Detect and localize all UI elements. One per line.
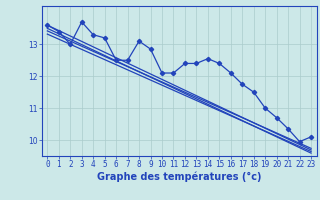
X-axis label: Graphe des températures (°c): Graphe des températures (°c) — [97, 172, 261, 182]
